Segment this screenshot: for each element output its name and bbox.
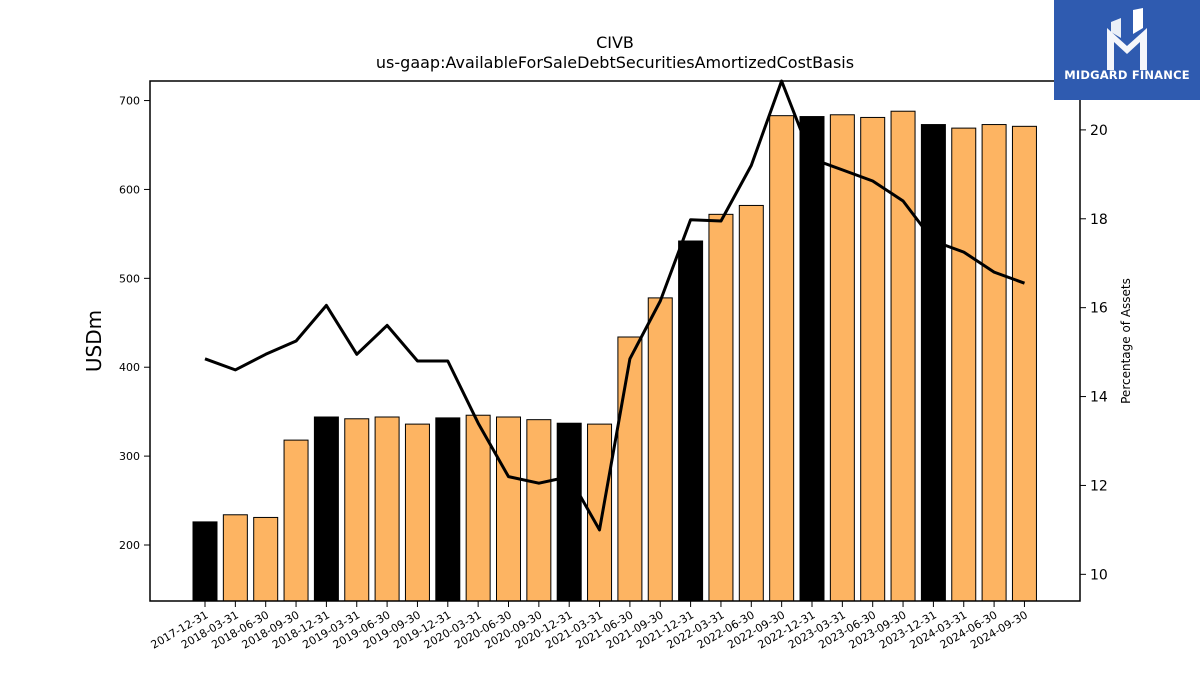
x-axis: 2017-12-312018-03-312018-06-302018-09-30… bbox=[149, 601, 1030, 652]
bar bbox=[344, 418, 370, 602]
y2-tick-label: 10 bbox=[1090, 567, 1108, 583]
plot-frame bbox=[149, 80, 1081, 602]
y2-tick-label: 18 bbox=[1090, 212, 1108, 228]
midgard-logo-icon bbox=[1107, 8, 1147, 70]
bar bbox=[526, 419, 552, 602]
bar bbox=[890, 110, 916, 602]
bar bbox=[404, 423, 430, 602]
bar bbox=[769, 115, 795, 602]
y2-tick-label: 16 bbox=[1090, 301, 1108, 317]
y2-tick-label: 14 bbox=[1090, 390, 1108, 406]
bar bbox=[253, 516, 279, 602]
bar bbox=[981, 124, 1007, 602]
bar bbox=[1011, 125, 1037, 602]
left-axis: 200 300 400 500 600 700 bbox=[119, 95, 150, 552]
bar bbox=[283, 439, 309, 602]
percentage-line bbox=[204, 79, 1026, 532]
bar bbox=[647, 297, 673, 602]
bar bbox=[617, 336, 643, 602]
y-tick-label: 200 bbox=[119, 539, 140, 552]
chart-subtitle: us-gaap:AvailableForSaleDebtSecuritiesAm… bbox=[376, 53, 854, 72]
bar bbox=[313, 416, 339, 602]
bar bbox=[799, 116, 825, 602]
bar bbox=[496, 416, 521, 602]
y-axis-label: USDm bbox=[82, 310, 106, 372]
bar bbox=[738, 204, 764, 602]
bar bbox=[829, 114, 855, 602]
bar bbox=[951, 127, 977, 602]
y2-tick-label: 12 bbox=[1090, 478, 1108, 494]
brand-logo: MIDGARD FINANCE bbox=[1054, 0, 1200, 100]
y-tick-label: 700 bbox=[119, 95, 140, 108]
y-tick-label: 300 bbox=[119, 450, 140, 463]
y2-axis-label: Percentage of Assets bbox=[1119, 278, 1133, 404]
chart-title: CIVB bbox=[596, 33, 634, 52]
brand-name: MIDGARD FINANCE bbox=[1064, 68, 1190, 82]
bar bbox=[860, 116, 886, 602]
bar bbox=[192, 521, 218, 602]
bar bbox=[587, 423, 613, 602]
right-axis: 10 12 14 16 18 20 bbox=[1080, 123, 1108, 583]
bar bbox=[920, 124, 946, 602]
y-tick-label: 400 bbox=[119, 361, 140, 374]
bars-layer bbox=[192, 110, 1037, 602]
bar bbox=[678, 240, 704, 602]
y-tick-label: 500 bbox=[119, 272, 140, 285]
bar bbox=[222, 514, 248, 602]
y-tick-label: 600 bbox=[119, 183, 140, 196]
y2-tick-label: 20 bbox=[1090, 123, 1108, 139]
bar bbox=[556, 422, 582, 602]
line-layer bbox=[204, 79, 1026, 532]
bar bbox=[435, 417, 461, 602]
bar bbox=[374, 416, 400, 602]
bar bbox=[465, 414, 491, 602]
bar bbox=[708, 213, 734, 602]
